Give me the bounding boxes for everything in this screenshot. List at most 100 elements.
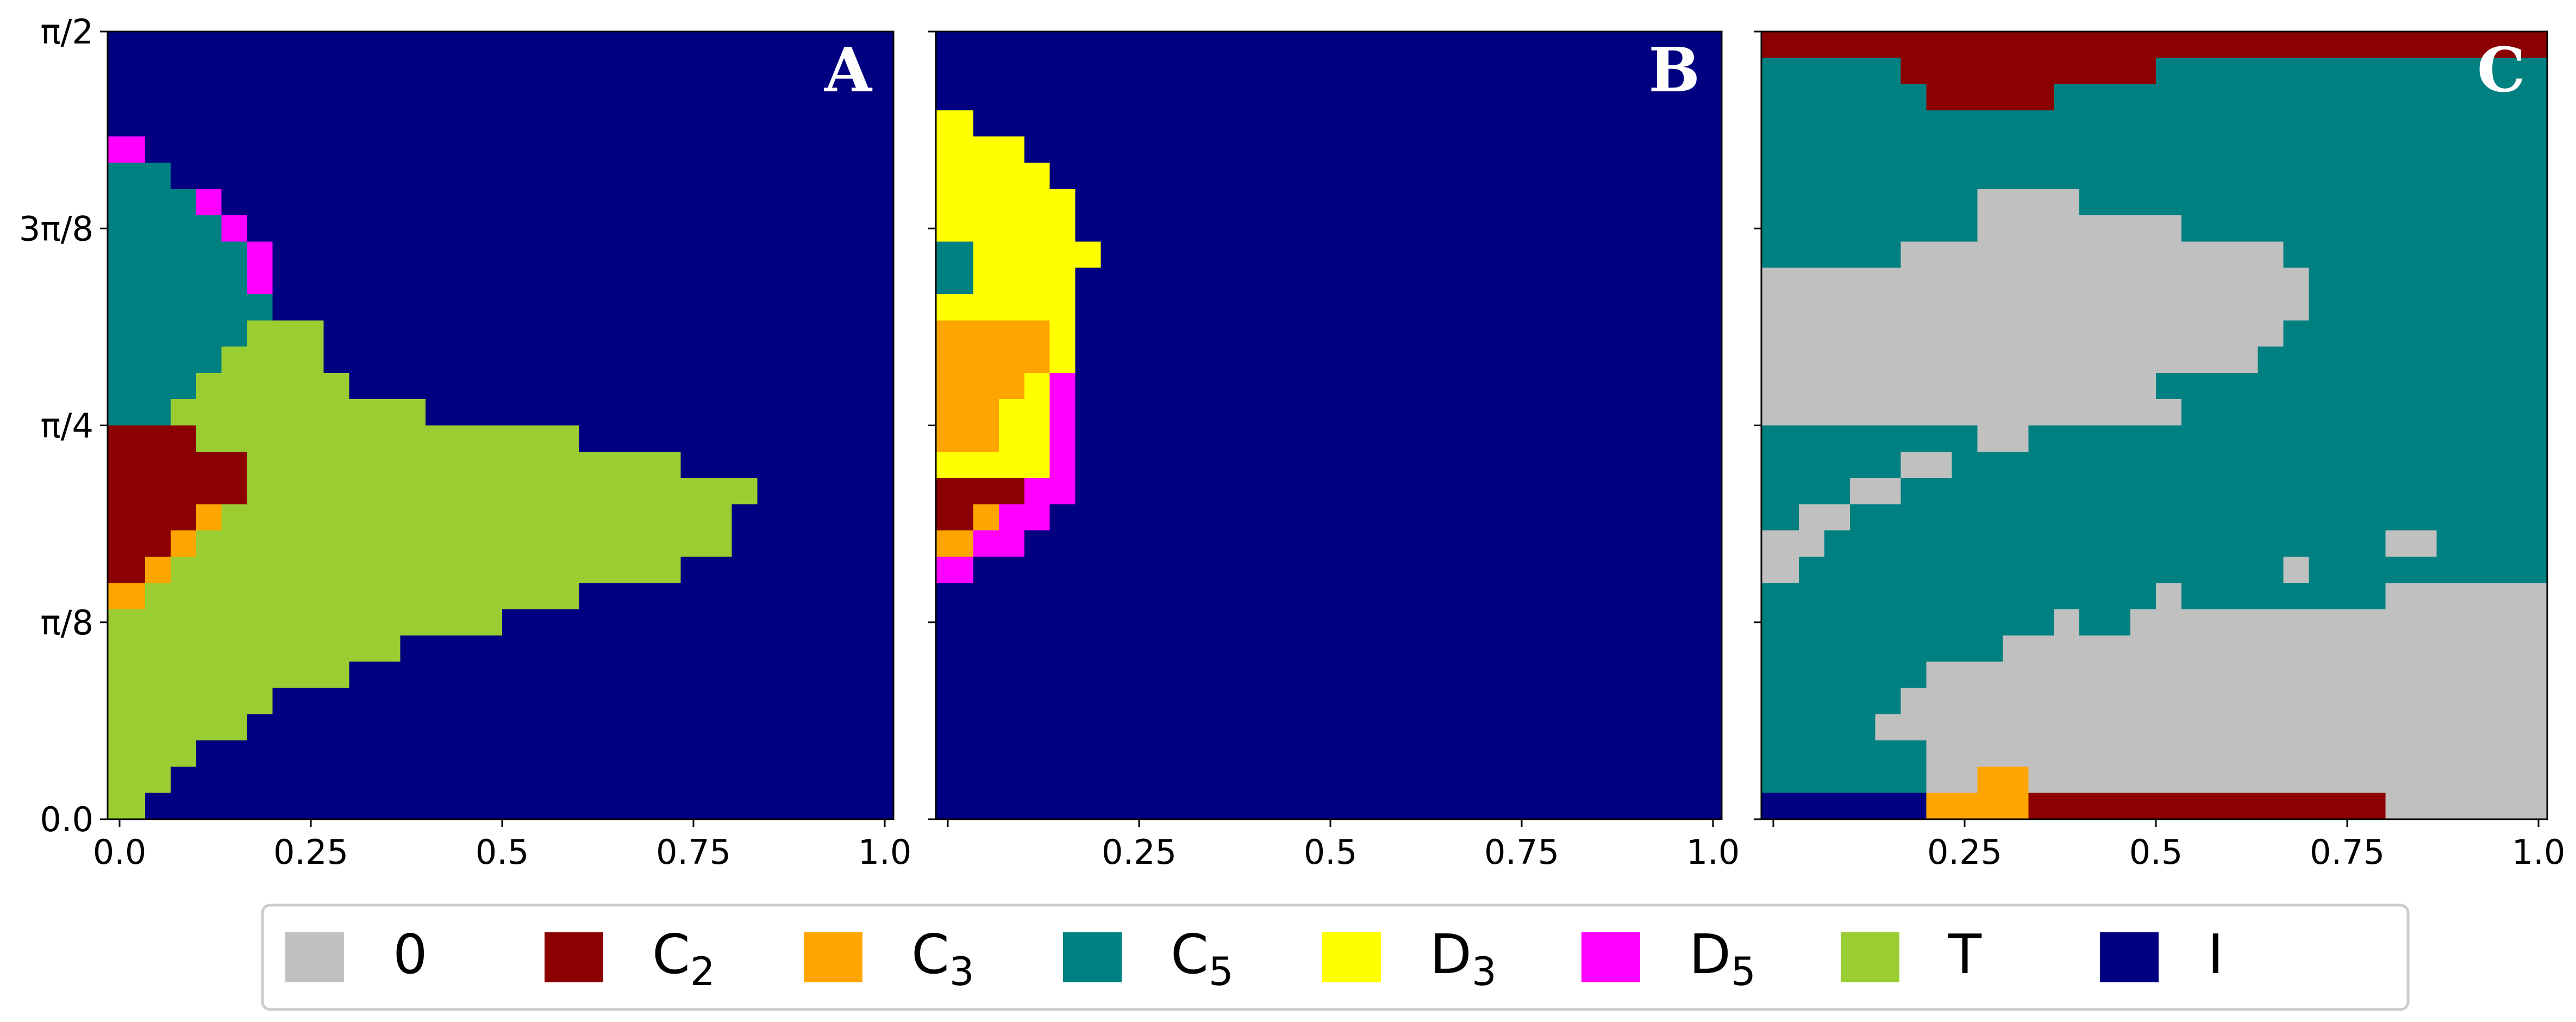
heatmap-cell-t bbox=[108, 740, 196, 767]
heatmap-cell-d5 bbox=[1049, 372, 1076, 400]
heatmap-cell-0 bbox=[2156, 583, 2181, 609]
heatmap-cell-t bbox=[145, 583, 579, 609]
heatmap-cell-0 bbox=[2385, 793, 2547, 819]
heatmap-cell-t bbox=[196, 425, 579, 452]
heatmap-cell-t bbox=[196, 530, 732, 557]
heatmap-cell-d3 bbox=[1049, 320, 1076, 347]
heatmap-cell-t bbox=[170, 557, 681, 583]
heatmap-cell-0 bbox=[1761, 267, 2309, 294]
legend-item: T bbox=[1841, 923, 1982, 986]
heatmap-cell-c2 bbox=[108, 504, 196, 531]
heatmap-cell-d5 bbox=[1049, 451, 1076, 478]
heatmap-cell-c5 bbox=[108, 163, 171, 189]
heatmap-cell-c5 bbox=[108, 294, 273, 321]
x-tick-label: 1.0 bbox=[2512, 832, 2566, 872]
heatmap-cell-0 bbox=[1900, 241, 2284, 268]
heatmap-cell-c5 bbox=[108, 320, 247, 347]
heatmap-cell-0 bbox=[1900, 451, 1952, 478]
heatmap-cell-t bbox=[221, 346, 324, 373]
heatmap-cell-d5 bbox=[247, 241, 273, 268]
heatmap-cell-c3 bbox=[1977, 766, 2029, 793]
legend-swatch bbox=[1841, 932, 1899, 982]
heatmap-cell-d5 bbox=[1049, 399, 1076, 426]
heatmap-cell-c2 bbox=[108, 557, 145, 583]
x-tick-label: 0.75 bbox=[656, 832, 731, 872]
heatmap-cell-0 bbox=[1977, 425, 2029, 452]
y-tick-label: π/2 bbox=[40, 12, 93, 52]
heatmap-cell-0 bbox=[2385, 530, 2437, 557]
heatmap-cell-0 bbox=[1977, 189, 2080, 216]
heatmap-cell-c3 bbox=[936, 320, 1050, 347]
heatmap-cell-d5 bbox=[1024, 478, 1076, 504]
heatmap-cell-0 bbox=[1926, 662, 2547, 688]
heatmap-cell-d5 bbox=[936, 557, 973, 583]
heatmap-cell-t bbox=[108, 609, 502, 635]
legend-label: I bbox=[2208, 923, 2224, 986]
heatmap-cell-d5 bbox=[998, 504, 1050, 531]
heatmap-cell-c3 bbox=[936, 372, 1024, 400]
heatmap-cell-c5 bbox=[936, 241, 973, 268]
heatmap-cell-0 bbox=[1761, 530, 1824, 557]
heatmap-cell-c2 bbox=[936, 504, 973, 531]
heatmap-cell-0 bbox=[1926, 766, 1978, 793]
x-tick-label: 0.25 bbox=[1102, 832, 1177, 872]
heatmap-cell-0 bbox=[1849, 478, 1901, 504]
y-tick-label: 0.0 bbox=[40, 800, 93, 839]
heatmap-cell-c3 bbox=[936, 346, 1050, 373]
legend: 0 C2 C3 C5 D3 D5 T I bbox=[261, 903, 2410, 1011]
heatmap-cell-0 bbox=[2028, 766, 2547, 793]
heatmap-cell-d3 bbox=[936, 215, 1076, 242]
heatmap-cell-0 bbox=[1761, 320, 2284, 347]
legend-item: C5 bbox=[1063, 923, 1234, 994]
heatmap-cell-d5 bbox=[1049, 425, 1076, 452]
y-tick-label: 3π/8 bbox=[19, 209, 93, 248]
heatmap-cell-d3 bbox=[936, 136, 1024, 163]
heatmap-cell-0 bbox=[1761, 346, 2258, 373]
heatmap-cell-0 bbox=[1900, 688, 2547, 714]
legend-label: 0 bbox=[393, 923, 428, 986]
heatmap-cell-0 bbox=[1926, 740, 2547, 767]
heatmap-cell-c5 bbox=[108, 346, 222, 373]
heatmap-cell-c5 bbox=[936, 267, 973, 294]
panel-a: Aπ/2 3π/8 π/4 π/8 0.00.0 0.25 0.5 0.75 1.0 bbox=[19, 12, 911, 872]
heatmap-cell-c5 bbox=[108, 372, 196, 400]
heatmap-cell-d3 bbox=[936, 294, 1076, 321]
heatmap-cell-c3 bbox=[145, 557, 171, 583]
heatmap-cell-t bbox=[108, 766, 171, 793]
heatmap-cell-t bbox=[247, 451, 681, 478]
legend-item: C2 bbox=[545, 923, 715, 994]
heatmap-cell-d3 bbox=[936, 451, 1050, 478]
heatmap-cell-0 bbox=[1761, 294, 2309, 321]
x-tick-label: 0.5 bbox=[1304, 832, 1358, 872]
legend-swatch bbox=[285, 932, 344, 982]
heatmap-cell-c3 bbox=[973, 504, 999, 531]
heatmap-cell-t bbox=[108, 714, 247, 741]
heatmap-cell-d3 bbox=[973, 267, 1076, 294]
heatmap-cell-t bbox=[108, 662, 349, 688]
legend-swatch bbox=[1581, 932, 1640, 982]
heatmap-cell-t bbox=[247, 478, 758, 504]
y-tick-label: π/4 bbox=[40, 406, 93, 446]
panel-letter: A bbox=[824, 35, 873, 106]
heatmap-cell-c2 bbox=[108, 425, 196, 452]
heatmap-cell-t bbox=[108, 635, 401, 662]
heatmap-cell-d5 bbox=[247, 267, 273, 294]
y-tick-label: π/8 bbox=[40, 603, 93, 643]
heatmap-cell-i bbox=[1761, 793, 1927, 819]
heatmap-cell-d3 bbox=[936, 189, 1076, 216]
heatmap-cell-t bbox=[108, 793, 145, 819]
heatmap-cell-0 bbox=[1798, 504, 1850, 531]
heatmap-cell-d3 bbox=[998, 399, 1050, 426]
heatmap-cell-c2 bbox=[1900, 58, 2156, 84]
heatmap-cell-c2 bbox=[108, 530, 171, 557]
heatmap-cell-c3 bbox=[196, 504, 222, 531]
x-tick-label: 0.75 bbox=[2310, 832, 2385, 872]
legend-swatch bbox=[1322, 932, 1381, 982]
heatmap-cell-c5 bbox=[108, 399, 171, 426]
heatmap-cell-0 bbox=[2054, 609, 2080, 635]
x-tick-label: 1.0 bbox=[858, 832, 912, 872]
heatmap-cell-c5 bbox=[108, 215, 222, 242]
heatmap-cell-d5 bbox=[108, 136, 145, 163]
heatmap-cell-c3 bbox=[936, 530, 973, 557]
